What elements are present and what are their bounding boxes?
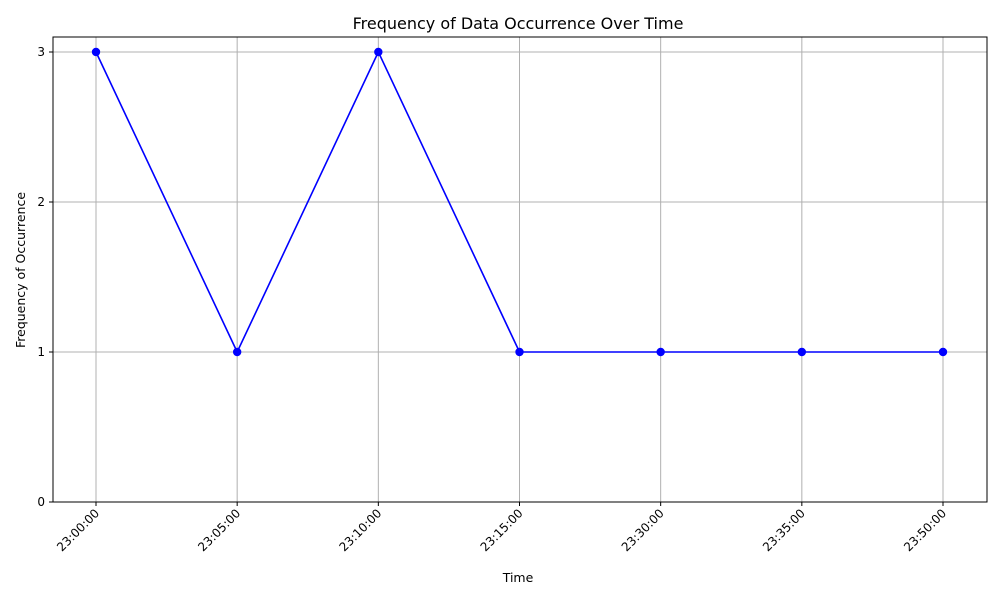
- data-point: [938, 347, 948, 357]
- data-point: [656, 347, 665, 357]
- chart-title: Frequency of Data Occurrence Over Time: [353, 14, 684, 33]
- x-tick-label: 23:15:00: [478, 506, 526, 554]
- x-tick-label: 23:50:00: [901, 506, 949, 554]
- x-tick-label: 23:05:00: [195, 506, 243, 554]
- x-tick-label: 23:10:00: [336, 506, 384, 554]
- x-tick-label: 23:30:00: [619, 506, 667, 554]
- y-axis-label: Frequency of Occurrence: [13, 192, 28, 348]
- y-tick-label: 0: [37, 495, 45, 509]
- x-axis-label: Time: [502, 570, 534, 585]
- data-point: [797, 347, 807, 357]
- x-tick-label: 23:35:00: [760, 506, 808, 554]
- series-group: [91, 47, 948, 357]
- grid: [53, 37, 987, 503]
- x-tick-label: 23:00:00: [54, 506, 102, 554]
- y-tick-label: 3: [37, 45, 45, 59]
- data-point: [91, 47, 101, 57]
- data-point: [232, 347, 242, 357]
- y-tick-label: 1: [37, 345, 45, 359]
- plot-frame: [52, 36, 988, 503]
- data-point: [515, 347, 524, 357]
- y-axis-ticks: 0 1 2 3: [37, 45, 53, 509]
- y-tick-label: 2: [37, 195, 45, 209]
- x-axis-ticks: 23:00:00 23:05:00 23:10:00 23:15:00 23:30:00…: [54, 502, 949, 554]
- data-point: [374, 47, 383, 57]
